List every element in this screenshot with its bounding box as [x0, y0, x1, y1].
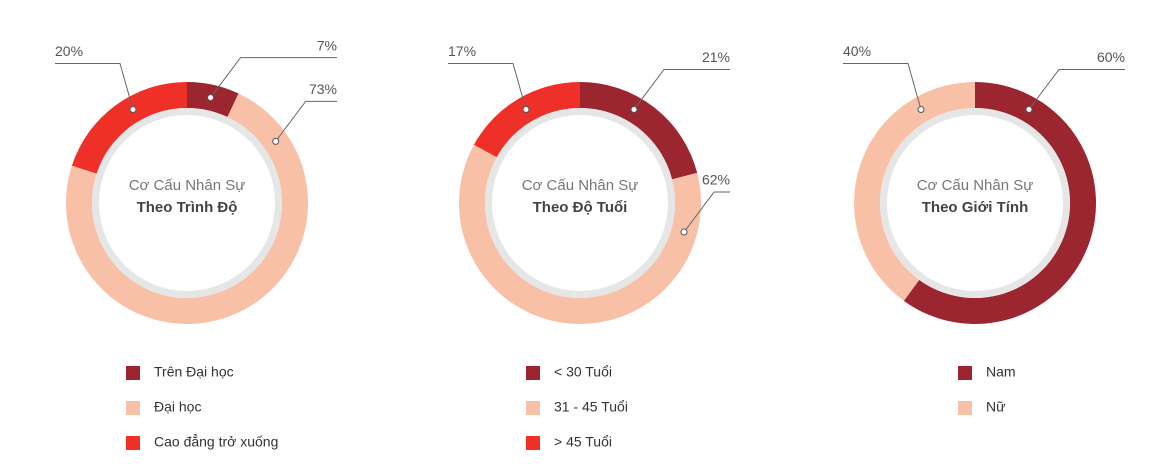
legend-swatch	[958, 366, 972, 380]
leader-dot	[207, 94, 215, 102]
center-subtitle: Theo Giới Tính	[922, 199, 1029, 216]
legend-label: > 45 Tuổi	[554, 434, 612, 450]
inner-disc	[492, 115, 668, 291]
center-title: Cơ Cấu Nhân Sự	[917, 177, 1034, 194]
legend-label: Nữ	[986, 399, 1005, 415]
donut-slice	[459, 144, 701, 325]
legend-label: Cao đẳng trở xuống	[154, 433, 278, 450]
leader-line	[843, 62, 922, 110]
legend-swatch	[526, 401, 540, 415]
donut-slice	[903, 82, 1096, 324]
legend-label: Nam	[986, 364, 1016, 380]
legend-swatch	[126, 401, 140, 415]
inner-disc	[887, 115, 1063, 291]
legend-swatch	[526, 366, 540, 380]
leader-line	[55, 62, 134, 110]
center-title: Cơ Cấu Nhân Sự	[129, 177, 246, 194]
leader-dot	[272, 137, 280, 145]
value-label: 40%	[843, 43, 871, 59]
donut-slice	[71, 82, 187, 174]
legend-label: < 30 Tuổi	[554, 364, 612, 380]
leader-dot	[129, 105, 137, 113]
donut-slice	[853, 82, 975, 301]
center-subtitle: Theo Trình Độ	[137, 199, 238, 216]
leader-line	[683, 191, 730, 233]
legend-swatch	[526, 436, 540, 450]
legend-label: Đại học	[154, 399, 201, 415]
legend-label: Trên Đại học	[154, 364, 234, 380]
leader-line	[633, 68, 730, 110]
legend-label: 31 - 45 Tuổi	[554, 399, 628, 415]
leader-line	[210, 57, 337, 98]
center-title: Cơ Cấu Nhân Sự	[522, 177, 639, 194]
leader-dot	[630, 105, 638, 113]
value-label: 60%	[1097, 49, 1125, 65]
inner-disc	[99, 115, 275, 291]
legend-swatch	[958, 401, 972, 415]
leader-line	[448, 62, 527, 110]
legend-swatch	[126, 366, 140, 380]
value-label: 20%	[55, 43, 83, 59]
leader-line	[1028, 68, 1125, 110]
value-label: 7%	[317, 37, 337, 53]
donut-slice	[580, 82, 698, 180]
value-label: 21%	[702, 49, 730, 65]
leader-dot	[1025, 105, 1033, 113]
center-subtitle: Theo Độ Tuổi	[533, 199, 628, 216]
leader-dot	[680, 228, 688, 236]
donut-slice	[473, 82, 580, 158]
legend-swatch	[126, 436, 140, 450]
leader-line	[275, 100, 337, 142]
value-label: 17%	[448, 43, 476, 59]
value-label: 62%	[702, 172, 730, 188]
leader-dot	[522, 105, 530, 113]
leader-dot	[917, 105, 925, 113]
value-label: 73%	[309, 81, 337, 97]
